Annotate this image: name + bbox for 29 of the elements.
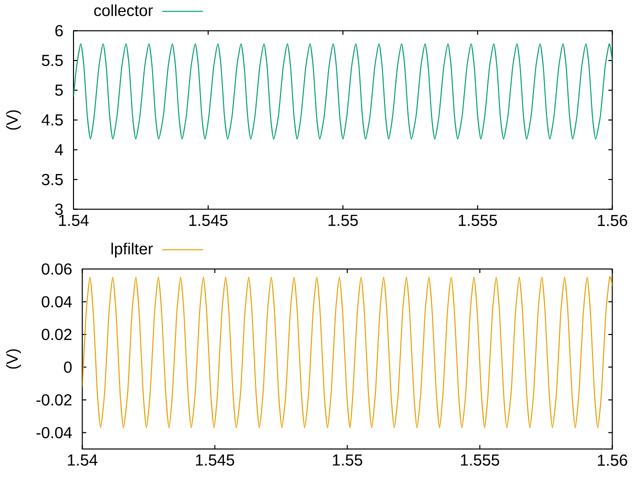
x-tick-label: 1.545 xyxy=(189,214,228,226)
y-tick-label: 5 xyxy=(55,84,63,96)
y-axis-title: (V) xyxy=(6,349,21,369)
y-axis-title: (V) xyxy=(6,110,21,130)
y-tick-label: -0.02 xyxy=(36,394,72,406)
x-tick-label: 1.555 xyxy=(458,214,497,226)
x-tick-label: 1.54 xyxy=(59,214,89,226)
x-tick-label: 1.56 xyxy=(598,454,628,466)
y-tick-label: 0 xyxy=(64,362,72,373)
y-tick-label: 5.5 xyxy=(42,54,63,66)
y-tick-label: 4.5 xyxy=(42,114,63,126)
x-tick-label: 1.55 xyxy=(328,214,358,226)
y-tick-label: 0.02 xyxy=(42,328,72,340)
line-series xyxy=(74,43,612,140)
legend-label: lpfilter xyxy=(112,242,153,258)
x-tick-label: 1.55 xyxy=(332,454,362,466)
line-series xyxy=(82,276,612,428)
legend-label: collector xyxy=(94,4,153,16)
y-tick-label: -0.04 xyxy=(36,426,72,438)
x-tick-label: 1.54 xyxy=(68,454,98,466)
y-tick-label: 4 xyxy=(54,144,64,156)
x-tick-label: 1.56 xyxy=(598,214,628,226)
x-tick-label: 1.545 xyxy=(196,454,234,466)
x-tick-label: 1.555 xyxy=(461,454,500,466)
y-tick-label: 3.5 xyxy=(42,174,63,186)
y-tick-label: 6 xyxy=(55,25,63,36)
y-tick-label: 3 xyxy=(55,204,63,215)
y-tick-label: 0.04 xyxy=(42,296,72,308)
y-tick-label: 0.06 xyxy=(42,263,72,275)
